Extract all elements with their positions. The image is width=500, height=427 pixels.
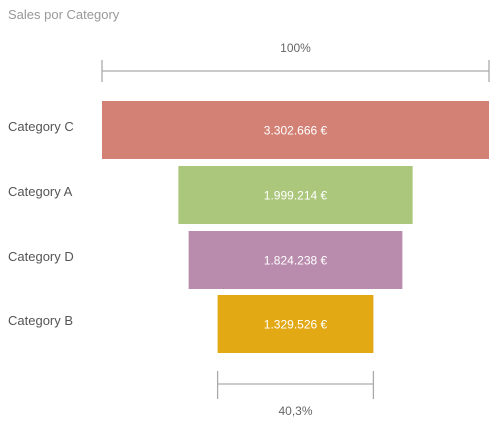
bar-value-label-4: 1.329.526 €	[264, 318, 328, 332]
bar-value-label-1: 3.302.666 €	[264, 124, 328, 138]
category-label-4: Category B	[8, 313, 73, 328]
chart-title: Sales por Category	[8, 7, 120, 22]
category-label-1: Category C	[8, 119, 74, 134]
bar-value-label-3: 1.824.238 €	[264, 254, 328, 268]
top-percent-bracket	[101, 60, 490, 82]
funnel-bar-4[interactable]	[217, 295, 374, 353]
bar-value-label-2: 1.999.214 €	[264, 189, 328, 203]
funnel-bar-2[interactable]	[178, 166, 413, 224]
category-label-3: Category D	[8, 249, 74, 264]
funnel-bar-3[interactable]	[188, 231, 403, 289]
category-label-2: Category A	[8, 184, 73, 199]
funnel-bar-1[interactable]	[102, 101, 489, 159]
bottom-percent-bracket	[216, 371, 375, 399]
top-percent-label: 100%	[280, 41, 311, 55]
bottom-percent-label: 40,3%	[278, 404, 312, 418]
